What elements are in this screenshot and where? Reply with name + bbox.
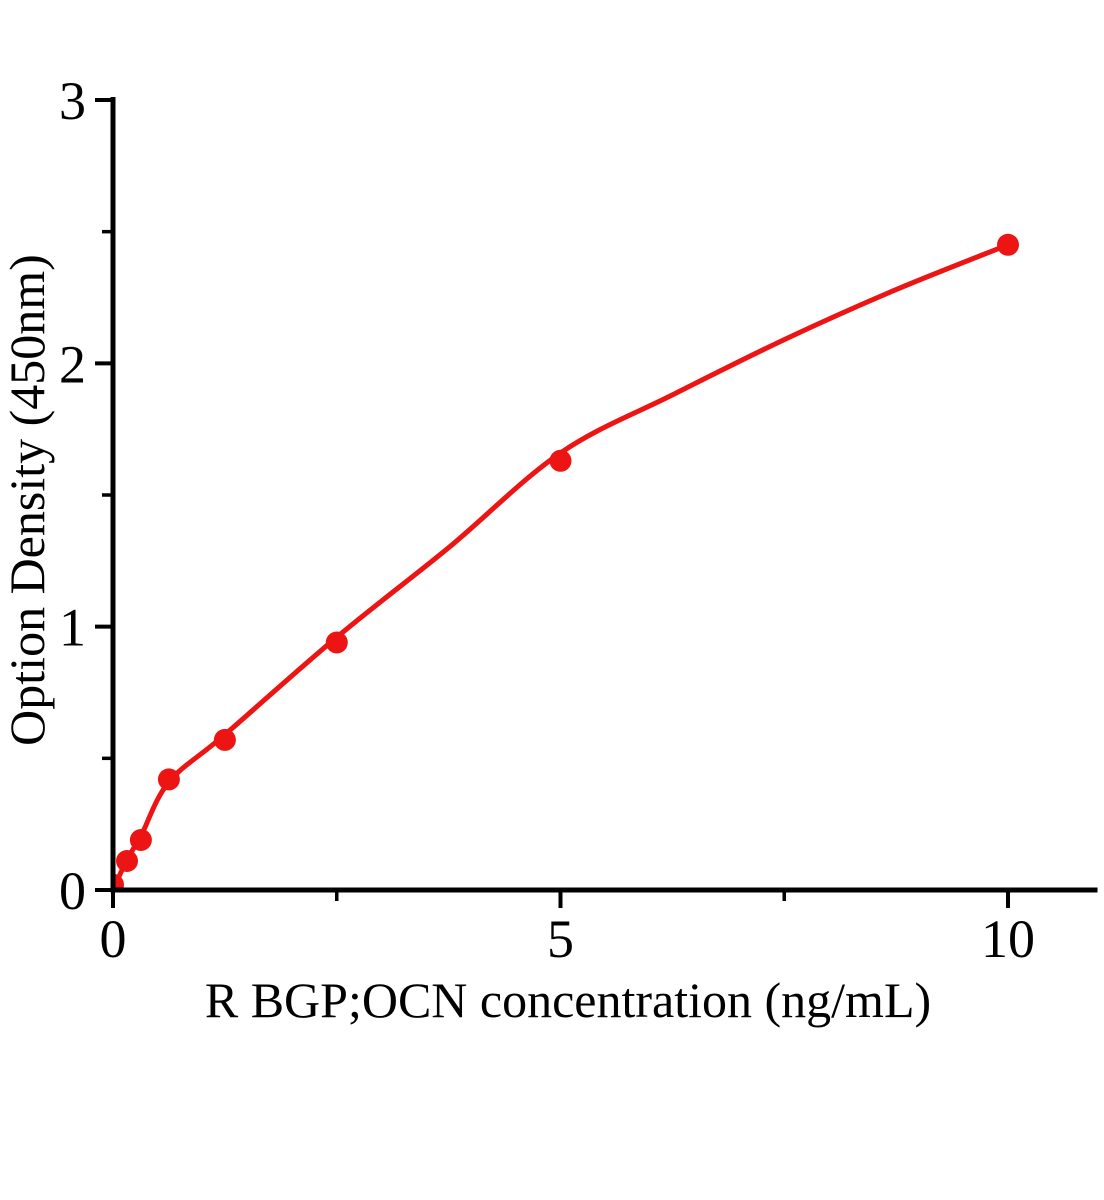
- y-tick-label: 0: [59, 861, 86, 921]
- data-point: [549, 449, 572, 472]
- x-tick-label: 5: [547, 909, 574, 969]
- x-tick-label: 10: [981, 909, 1035, 969]
- x-axis-title: R BGP;OCN concentration (ng/mL): [205, 972, 931, 1028]
- fit-curve: [113, 242, 1011, 890]
- data-point: [997, 233, 1019, 256]
- data-point: [113, 873, 124, 890]
- data-point: [116, 850, 138, 872]
- y-axis-title: Option Density (450nm): [0, 254, 55, 746]
- y-tick-label: 3: [59, 71, 86, 131]
- data-point: [213, 728, 236, 751]
- data-point: [325, 631, 348, 654]
- x-tick-label: 0: [100, 909, 127, 969]
- y-tick-label: 2: [59, 334, 86, 394]
- data-point: [129, 829, 152, 851]
- y-tick-label: 1: [59, 598, 86, 658]
- data-point: [157, 768, 180, 791]
- data-layer: [113, 233, 1019, 890]
